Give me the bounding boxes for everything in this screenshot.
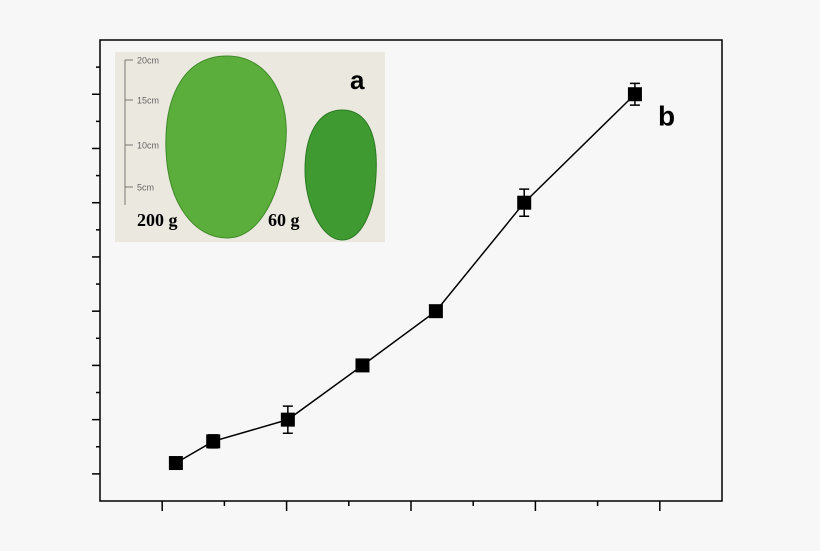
point-marker bbox=[627, 87, 642, 102]
point-marker bbox=[280, 412, 295, 427]
point-marker bbox=[168, 456, 183, 471]
panel-label: a bbox=[350, 65, 365, 95]
ruler-label: 15cm bbox=[137, 95, 159, 105]
point-marker bbox=[355, 358, 370, 373]
large-pad bbox=[165, 55, 287, 239]
inset-photo: 20cm 15cm 10cm 5cm 200 g 60 g a bbox=[115, 52, 385, 242]
ruler-label: 20cm bbox=[137, 55, 159, 65]
point-marker bbox=[517, 195, 532, 210]
weight-label: 200 g bbox=[137, 210, 178, 230]
ruler-label: 10cm bbox=[137, 140, 159, 150]
point-marker bbox=[206, 434, 221, 449]
panel-label: b bbox=[658, 100, 675, 131]
ruler-label: 5cm bbox=[137, 182, 154, 192]
point-marker bbox=[428, 304, 443, 319]
weight-label: 60 g bbox=[268, 210, 300, 230]
small-pad bbox=[304, 109, 377, 241]
